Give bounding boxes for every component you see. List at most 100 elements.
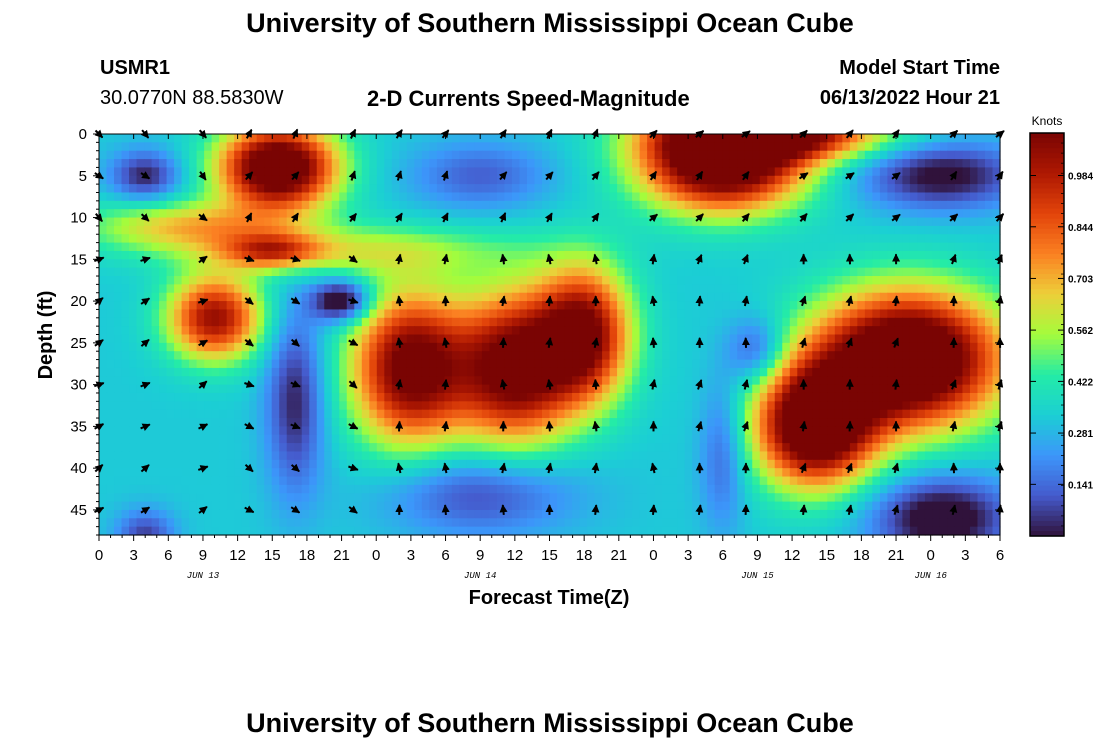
heatmap-cell [429, 384, 438, 394]
heatmap-cell [519, 459, 528, 469]
heatmap-cell [481, 259, 491, 269]
heatmap-cell [136, 259, 145, 269]
heatmap-cell [459, 367, 468, 377]
heatmap-cell [804, 200, 813, 210]
heatmap-cell [699, 326, 708, 336]
heatmap-cell [399, 434, 408, 444]
heatmap-cell [474, 409, 483, 419]
heatmap-cell [489, 175, 498, 185]
heatmap-cell [677, 426, 686, 436]
heatmap-cell [166, 367, 175, 377]
heatmap-cell [166, 434, 175, 444]
heatmap-cell [346, 359, 355, 369]
heatmap-cell [144, 468, 153, 478]
heatmap-cell [316, 426, 325, 436]
heatmap-cell [632, 468, 641, 478]
heatmap-cell [181, 326, 190, 336]
heatmap-cell [977, 392, 986, 402]
heatmap-cell [572, 150, 581, 160]
heatmap-cell [812, 459, 821, 469]
heatmap-cell [361, 384, 370, 394]
heatmap-cell [286, 367, 295, 377]
heatmap-cell [339, 150, 348, 160]
heatmap-cell [879, 159, 888, 169]
heatmap-cell [406, 217, 415, 227]
heatmap-cell [436, 309, 445, 319]
heatmap-cell [887, 267, 896, 277]
heatmap-cell [151, 175, 160, 185]
heatmap-cell [271, 209, 280, 219]
heatmap-cell [324, 342, 333, 352]
heatmap-cell [189, 317, 198, 327]
heatmap-cell [406, 150, 415, 160]
heatmap-cell [909, 392, 919, 402]
heatmap-cell [729, 209, 738, 219]
heatmap-cell [339, 476, 348, 486]
heatmap-cell [609, 167, 618, 177]
heatmap-cell [804, 426, 813, 436]
heatmap-cell [159, 234, 168, 244]
heatmap-cell [557, 217, 566, 227]
heatmap-cell [391, 301, 400, 311]
heatmap-cell [294, 192, 303, 202]
heatmap-cell [99, 342, 108, 352]
heatmap-cell [489, 451, 498, 461]
heatmap-cell [902, 184, 911, 194]
heatmap-cell [219, 284, 228, 294]
heatmap-cell [241, 359, 250, 369]
heatmap-cell [159, 326, 168, 336]
heatmap-cell [114, 326, 123, 336]
heatmap-cell [707, 317, 716, 327]
heatmap-cell [857, 217, 866, 227]
heatmap-cell [249, 217, 258, 227]
heatmap-cell [917, 217, 926, 227]
heatmap-cell [609, 292, 618, 302]
heatmap-cell [496, 359, 506, 369]
heatmap-cell [759, 409, 768, 419]
heatmap-cell [722, 259, 731, 269]
heatmap-cell [241, 476, 250, 486]
heatmap-cell [557, 292, 566, 302]
heatmap-cell [797, 468, 806, 478]
heatmap-cell [181, 276, 190, 285]
heatmap-cell [662, 342, 671, 352]
heatmap-cell [451, 292, 460, 302]
heatmap-cell [812, 234, 821, 244]
heatmap-cell [722, 217, 731, 227]
heatmap-cell [572, 292, 581, 302]
heatmap-cell [984, 150, 994, 160]
heatmap-cell [451, 276, 460, 285]
heatmap-cell [256, 259, 265, 269]
heatmap-cell [511, 326, 521, 336]
heatmap-cell [106, 150, 115, 160]
heatmap-cell [384, 192, 393, 202]
heatmap-cell [399, 401, 408, 411]
heatmap-cell [932, 392, 941, 402]
heatmap-cell [459, 150, 468, 160]
heatmap-cell [399, 159, 408, 169]
heatmap-cell [549, 342, 558, 352]
heatmap-cell [917, 317, 926, 327]
heatmap-cell [797, 184, 806, 194]
heatmap-cell [632, 192, 641, 202]
heatmap-cell [752, 184, 761, 194]
heatmap-cell [917, 150, 926, 160]
heatmap-cell [286, 292, 295, 302]
heatmap-cell [264, 468, 273, 478]
heatmap-cell [294, 200, 303, 210]
heatmap-cell [219, 326, 228, 336]
heatmap-cell [587, 184, 596, 194]
heatmap-cell [557, 259, 566, 269]
heatmap-cell [759, 167, 768, 177]
heatmap-cell [271, 317, 280, 327]
heatmap-cell [271, 342, 280, 352]
heatmap-cell [166, 217, 175, 227]
heatmap-cell [391, 451, 400, 461]
heatmap-cell [624, 301, 633, 311]
heatmap-cell [969, 409, 979, 419]
heatmap-cell [662, 309, 671, 319]
heatmap-cell [339, 326, 348, 336]
heatmap-cell [114, 209, 123, 219]
heatmap-cell [489, 225, 498, 235]
heatmap-cell [984, 334, 994, 344]
